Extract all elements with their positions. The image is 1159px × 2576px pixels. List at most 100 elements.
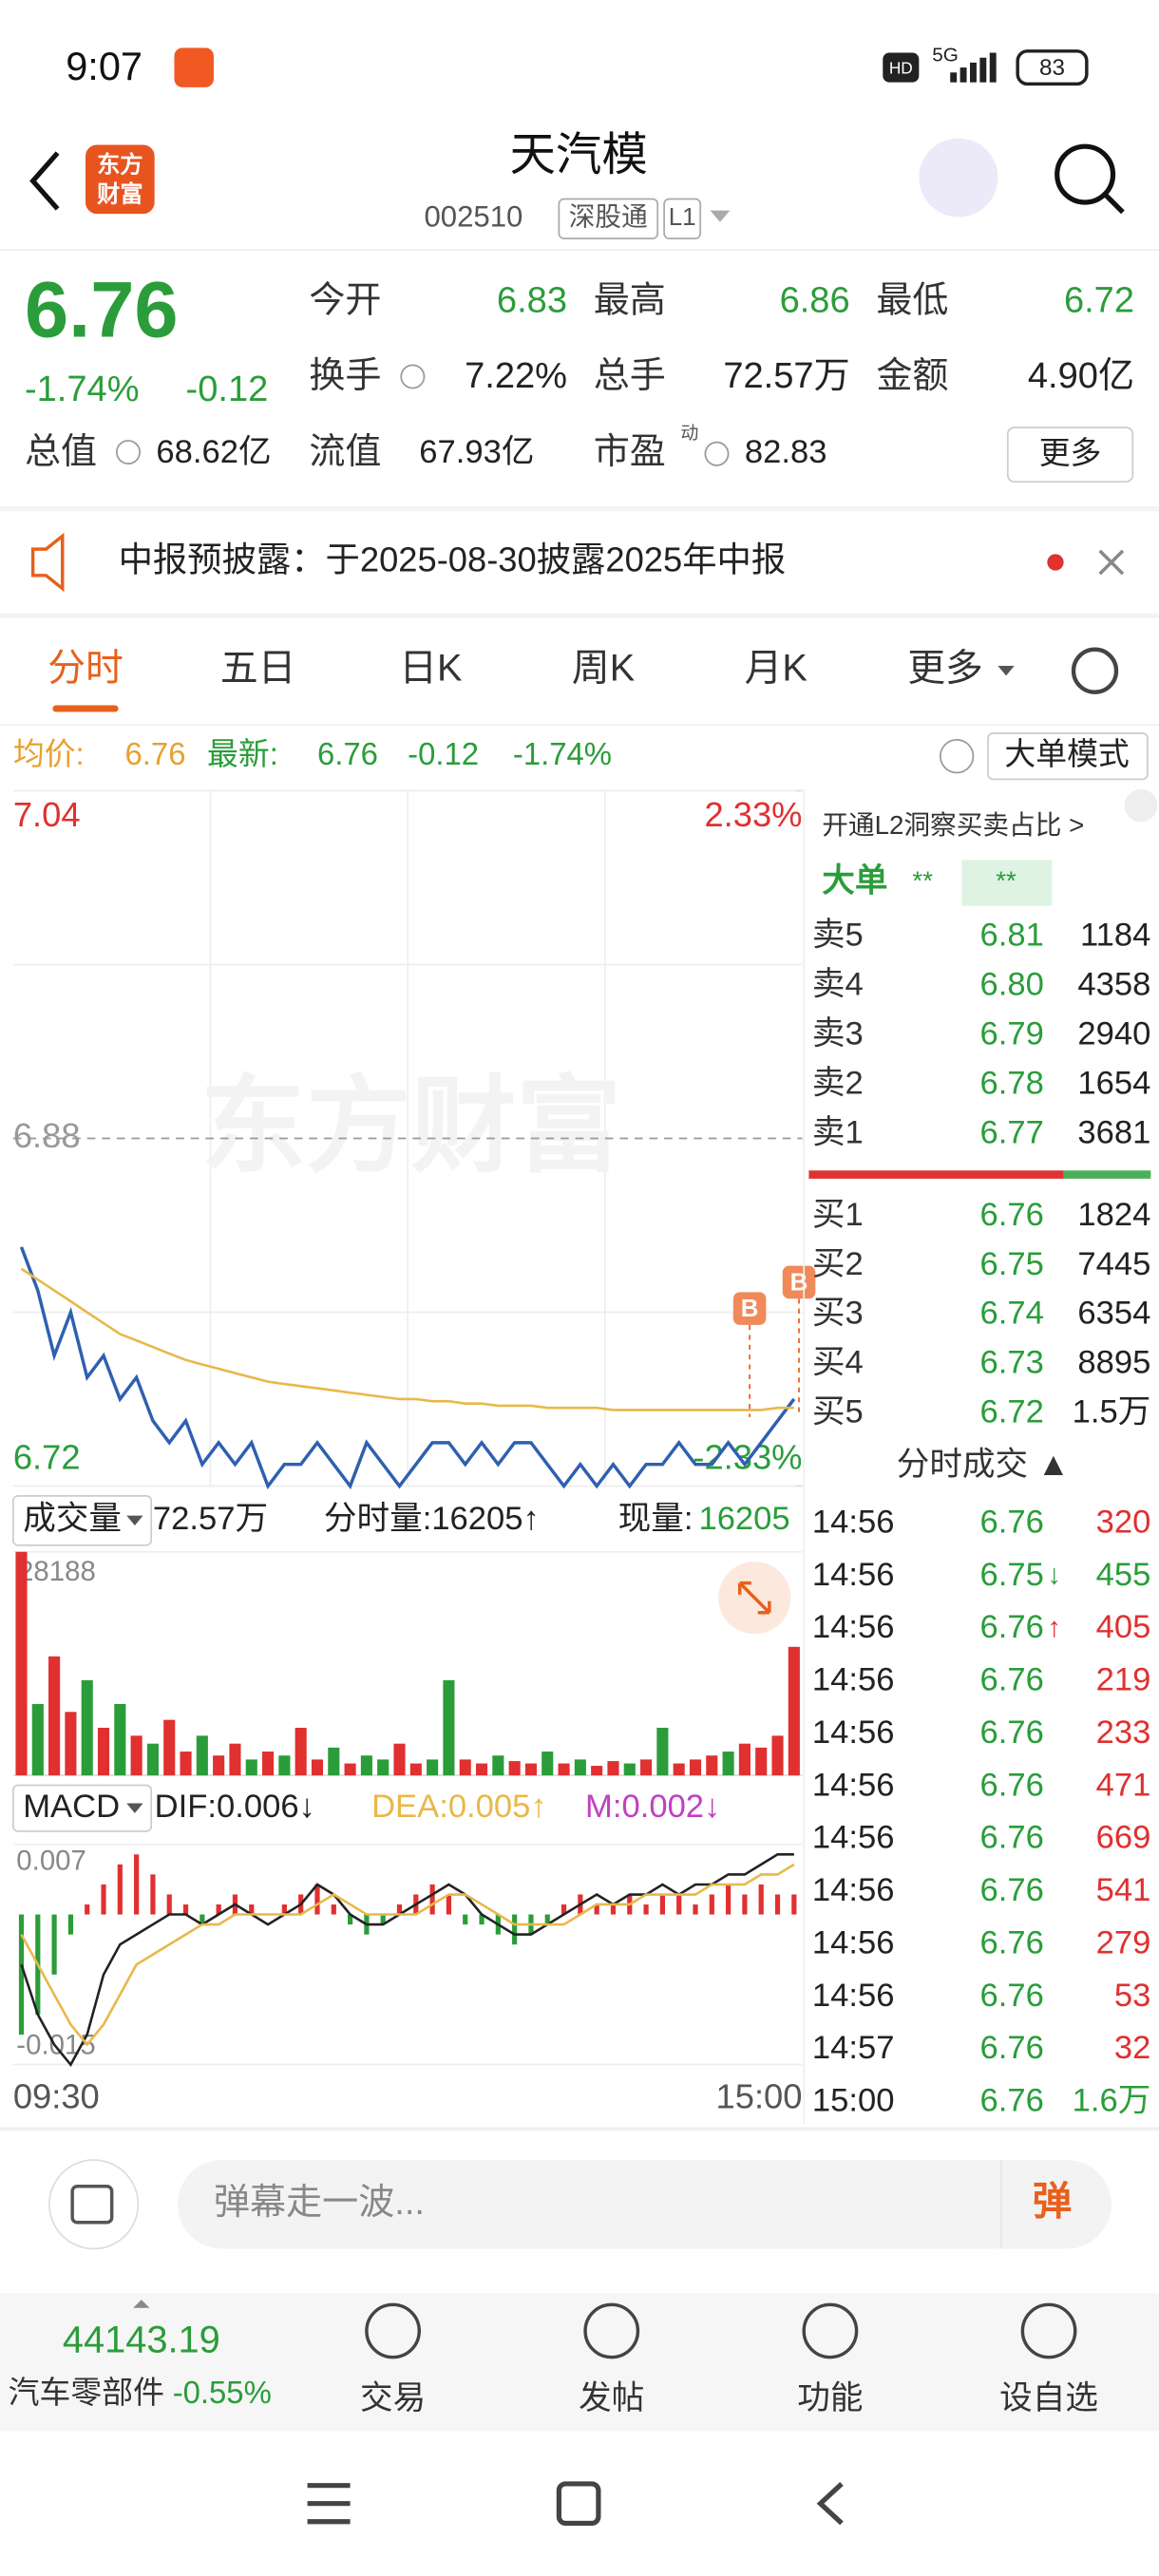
volume-bar: [459, 1759, 471, 1776]
tab[interactable]: 日K: [399, 648, 463, 690]
nav-label[interactable]: 交易: [360, 2380, 426, 2416]
trade-volume: 541: [1096, 1872, 1151, 1908]
trade-volume: 669: [1096, 1820, 1151, 1856]
book-label: 卖3: [812, 1016, 864, 1052]
comment-icon[interactable]: [48, 2159, 140, 2250]
volume-bar: [97, 1727, 110, 1776]
volume-selector[interactable]: [11, 1495, 153, 1546]
nav-label[interactable]: 功能: [797, 2380, 863, 2416]
trade-price: 6.76: [980, 1924, 1044, 1960]
mode-button[interactable]: [987, 732, 1149, 781]
macd-bar: [610, 1904, 617, 1915]
tab[interactable]: 更多: [907, 648, 983, 690]
nav-label[interactable]: 设自选: [999, 2380, 1098, 2416]
book-volume: 6354: [1077, 1296, 1150, 1332]
volume-bar: [591, 1766, 603, 1776]
app-icon: [174, 47, 214, 87]
pe-badge: 动: [680, 423, 698, 444]
masked-box: [961, 860, 1053, 906]
info-icon: [704, 441, 730, 466]
settings-icon[interactable]: [1071, 647, 1119, 694]
field-label: 市盈: [594, 432, 666, 472]
info-icon: [116, 440, 141, 465]
y2-tick-label: -2.33%: [693, 1437, 802, 1476]
tab[interactable]: 月K: [745, 648, 808, 690]
volume-bar: [574, 1759, 586, 1776]
x-tick-label: 15:00: [716, 2077, 803, 2116]
macd-bar: [216, 1904, 221, 1915]
nav-icon: [365, 2302, 422, 2359]
macd-bar: [560, 1904, 567, 1915]
book-price: 6.79: [980, 1016, 1044, 1052]
volume-bar: [607, 1761, 619, 1776]
avg-label: 均价:: [13, 736, 85, 771]
trade-price: 6.76: [980, 2030, 1044, 2066]
last-change-pct: -1.74%: [513, 736, 612, 771]
promo-close[interactable]: [1124, 788, 1158, 823]
system-home[interactable]: [556, 2481, 601, 2527]
system-back[interactable]: [816, 2482, 844, 2526]
tab[interactable]: 周K: [572, 648, 636, 690]
more-button[interactable]: [1006, 426, 1134, 483]
macd-bar: [659, 1894, 665, 1915]
notice-dot: [1047, 554, 1064, 571]
macd-bar: [18, 1914, 25, 2036]
index-arrow: [133, 2300, 150, 2308]
volume-bar: [409, 1763, 422, 1776]
book-price: 6.78: [980, 1065, 1044, 1101]
change: -0.12: [186, 369, 269, 409]
promo[interactable]: 开通L2洞察买卖占比 >: [822, 810, 1084, 840]
volume-bar: [558, 1763, 570, 1776]
comment-placeholder: 弹幕走一波...: [214, 2183, 425, 2223]
signal-bar: [950, 72, 958, 83]
trade-time: 14:56: [812, 1662, 895, 1698]
macd-bar: [134, 1854, 140, 1915]
signal-bar: [969, 62, 977, 83]
macd-bar: [463, 1914, 468, 1925]
more-text: 更多: [1039, 435, 1102, 470]
dif-label: DIF:0.006↓: [155, 1789, 315, 1825]
assistant-icon[interactable]: [919, 138, 998, 218]
trade-price: 6.76: [980, 1504, 1044, 1540]
book-price: 6.75: [980, 1246, 1044, 1282]
speaker-icon: [30, 532, 65, 593]
volume-bar: [31, 1703, 44, 1776]
macd-bar: [758, 1884, 764, 1915]
volume-bar: [475, 1763, 488, 1776]
tab[interactable]: 五日: [220, 648, 296, 690]
tab[interactable]: 分时: [48, 648, 124, 690]
logo: [85, 144, 155, 215]
volume-bar: [689, 1759, 702, 1776]
macd-bar: [281, 1904, 287, 1915]
danmu-button[interactable]: 弹: [1033, 2179, 1073, 2224]
back-button[interactable]: [29, 151, 60, 211]
macd-bar: [101, 1884, 106, 1915]
book-volume: 4358: [1077, 967, 1150, 1003]
trade-volume: 1.6万: [1073, 2083, 1151, 2119]
field-value: 72.57万: [723, 356, 849, 396]
field-value: 4.90亿: [1028, 356, 1134, 396]
field-label: 最高: [594, 281, 666, 321]
nav-label[interactable]: 发帖: [579, 2380, 644, 2416]
stock-title: 天汽模: [509, 129, 647, 180]
book-price: 6.80: [980, 967, 1044, 1003]
volume-bar: [771, 1735, 784, 1776]
section-gap: [0, 2127, 1159, 2131]
volume-bar: [427, 1759, 439, 1776]
comment-icon-box: [70, 2184, 114, 2225]
volume-bar: [377, 1759, 390, 1776]
volume-bar: [722, 1752, 734, 1776]
macd-bar: [643, 1904, 649, 1915]
system-menu[interactable]: [307, 2483, 351, 2525]
comment-input[interactable]: [177, 2160, 1112, 2249]
sector-change: -0.55%: [173, 2375, 272, 2410]
macd-selector[interactable]: [11, 1784, 153, 1832]
search-icon[interactable]: [1054, 143, 1116, 205]
volume-bar: [294, 1727, 307, 1776]
trade-price: 6.76: [980, 1978, 1044, 2014]
macd-bar: [791, 1894, 797, 1915]
tag: 深股通: [569, 202, 648, 232]
notice-close[interactable]: [1098, 549, 1125, 576]
signal-bar: [989, 52, 997, 83]
book-volume: 3681: [1077, 1114, 1150, 1150]
